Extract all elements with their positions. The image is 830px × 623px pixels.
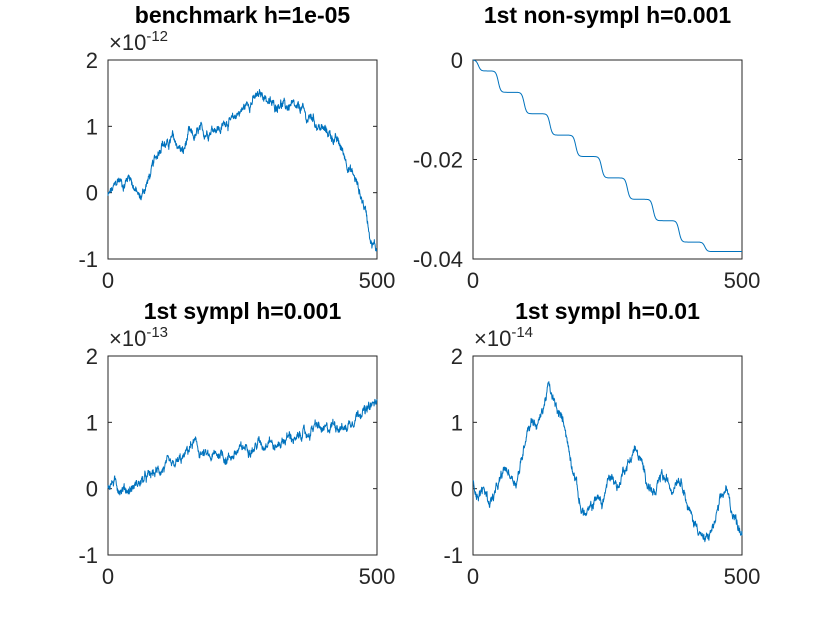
x-tick-label: 500 [359,268,396,293]
y-tick-label: -0.02 [413,148,463,173]
y-tick-label: 1 [86,114,98,139]
x-tick-label: 0 [467,564,479,589]
x-tick-label: 0 [467,268,479,293]
y-tick-label: -1 [443,543,463,568]
y-exponent-label: ×10-14 [474,324,533,351]
axes-2: 0 500 -0.04 -0.02 0 1st non-sympl h=0.001 [413,2,761,293]
y-tick-label: -0.04 [413,247,463,272]
axes-frame [107,355,378,556]
axes-title: benchmark h=1e-05 [135,2,351,28]
y-tick-label: 0 [86,477,98,502]
series-line [472,59,742,253]
axes-frame [107,59,378,260]
series-line [107,89,378,252]
x-tick-label: 0 [102,564,114,589]
series-line [107,398,378,496]
y-tick-label: 0 [451,48,463,73]
y-tick-label: 1 [86,410,98,435]
y-tick-label: 2 [451,344,463,369]
y-exponent-label: ×10-12 [109,28,168,55]
axes-title: 1st non-sympl h=0.001 [484,2,732,28]
axes-title: 1st sympl h=0.001 [144,298,342,324]
y-exponent-label: ×10-13 [109,324,168,351]
y-tick-label: 1 [451,410,463,435]
axes-frame [472,59,743,260]
y-tick-label: 2 [86,344,98,369]
y-tick-label: -1 [78,543,98,568]
y-tick-label: 2 [86,48,98,73]
x-tick-label: 500 [359,564,396,589]
x-tick-label: 500 [724,564,761,589]
y-tick-label: 0 [86,181,98,206]
series-line [472,381,743,543]
y-tick-label: 0 [451,477,463,502]
axes-frame [472,355,743,556]
x-tick-label: 0 [102,268,114,293]
axes-title: 1st sympl h=0.01 [515,298,700,324]
y-tick-label: -1 [78,247,98,272]
x-tick-label: 500 [724,268,761,293]
